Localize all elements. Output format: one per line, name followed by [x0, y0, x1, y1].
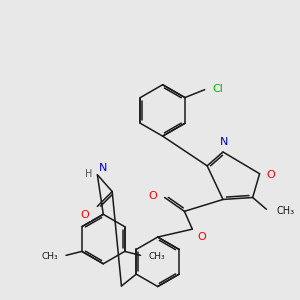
Text: O: O: [148, 190, 157, 200]
Text: H: H: [85, 169, 92, 179]
Text: CH₃: CH₃: [148, 252, 165, 261]
Text: Cl: Cl: [213, 84, 224, 94]
Text: O: O: [197, 232, 206, 242]
Text: N: N: [220, 137, 228, 147]
Text: N: N: [99, 163, 108, 173]
Text: CH₃: CH₃: [276, 206, 295, 216]
Text: CH₃: CH₃: [41, 252, 58, 261]
Text: O: O: [266, 170, 275, 180]
Text: O: O: [81, 210, 89, 220]
